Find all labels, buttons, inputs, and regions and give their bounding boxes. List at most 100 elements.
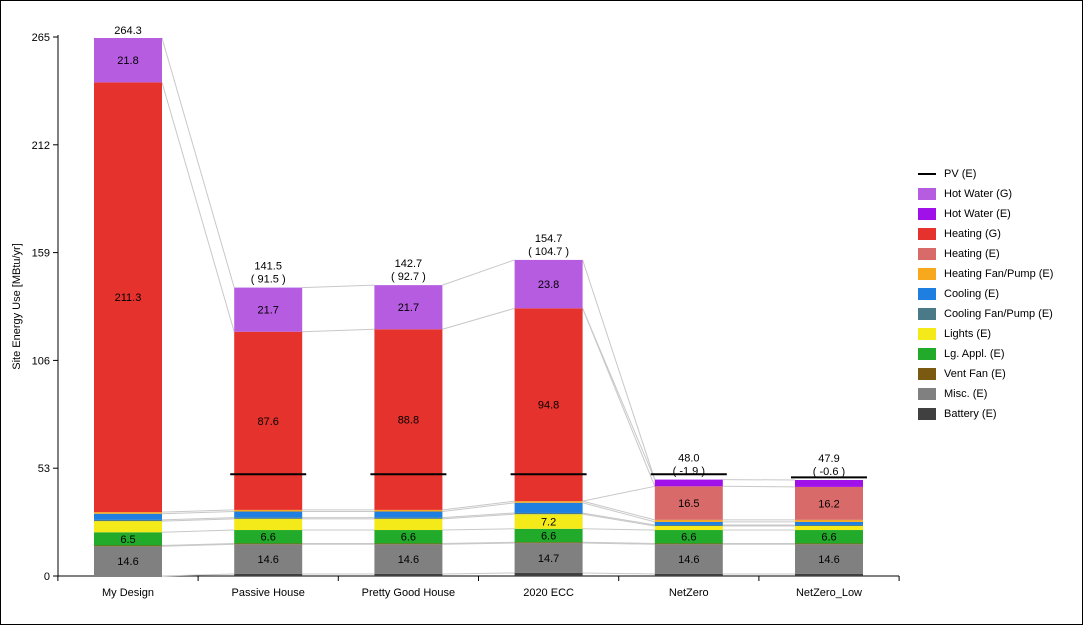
connector-line — [442, 307, 515, 330]
bar-segment — [94, 513, 162, 520]
bar-segment — [374, 511, 443, 518]
bar-segment — [94, 519, 162, 522]
connector-line — [161, 542, 235, 546]
segment-value-label: 21.7 — [257, 305, 278, 317]
segment-value-label: 16.2 — [818, 498, 839, 510]
legend-item: Cooling (E) — [918, 284, 1083, 304]
y-tick-label: 159 — [32, 248, 50, 260]
bar-segment — [795, 544, 863, 574]
connector-line — [161, 529, 235, 533]
connector-line — [161, 509, 235, 513]
connector-line — [442, 572, 515, 575]
segment-value-label: 14.6 — [257, 554, 278, 566]
y-tick-label: 265 — [32, 32, 50, 44]
bar-segment — [234, 518, 303, 531]
legend-item: Hot Water (G) — [918, 184, 1083, 204]
legend-label: Vent Fan (E) — [944, 368, 1006, 380]
legend-swatch — [918, 368, 936, 380]
legend-item: Cooling Fan/Pump (E) — [918, 304, 1083, 324]
bar-segment — [654, 521, 723, 525]
bar-segment — [94, 512, 162, 514]
x-tick-label: 2020 ECC — [523, 587, 574, 599]
connector-line — [582, 512, 655, 526]
connector-line — [302, 328, 375, 333]
bar-segment — [374, 285, 443, 330]
segment-value-label: 14.6 — [117, 556, 138, 568]
net-total-label: ( 92.7 ) — [391, 271, 426, 283]
legend-swatch — [918, 268, 936, 280]
legend-item: PV (E) — [918, 164, 1083, 184]
total-label: 264.3 — [114, 25, 142, 37]
connector-lines — [161, 37, 796, 577]
bar-segment — [795, 479, 863, 487]
bar-segment — [374, 543, 443, 545]
legend-swatch — [918, 388, 936, 400]
bar-segment — [94, 546, 162, 576]
segment-value-label: 6.5 — [120, 534, 135, 546]
connector-line — [582, 485, 655, 502]
connector-line — [582, 528, 655, 531]
bar-segment — [514, 502, 583, 513]
connector-line — [582, 542, 655, 545]
segment-value-label: 6.6 — [681, 532, 696, 544]
bar-segment — [374, 518, 443, 531]
bar-segment — [374, 509, 443, 512]
connector-line — [722, 485, 796, 488]
segment-value-label: 16.5 — [678, 498, 699, 510]
connector-line — [582, 513, 655, 527]
connector-line — [582, 500, 655, 521]
segment-value-label: 14.6 — [818, 554, 839, 566]
net-total-label: ( -0.6 ) — [813, 466, 845, 478]
y-tick-label: 53 — [38, 463, 50, 475]
bar-segment — [374, 530, 443, 544]
connector-line — [161, 37, 235, 288]
connector-line — [582, 502, 655, 523]
bar-segment — [234, 573, 303, 576]
bar-segment — [654, 543, 723, 545]
x-tick-label: NetZero — [669, 587, 709, 599]
segment-value-label: 6.6 — [821, 532, 836, 544]
segment-value-label: 87.6 — [257, 416, 278, 428]
bar-segment — [514, 572, 583, 576]
segment-value-label: 14.7 — [538, 553, 559, 565]
legend-item: Lg. Appl. (E) — [918, 344, 1083, 364]
connector-line — [302, 284, 375, 289]
legend-label: Hot Water (G) — [944, 188, 1013, 200]
net-total-label: ( -1.9 ) — [673, 466, 705, 478]
legend-label: Heating Fan/Pump (E) — [944, 268, 1054, 280]
connector-line — [161, 543, 235, 547]
connector-line — [582, 308, 656, 480]
bar-segment — [374, 573, 443, 576]
segment-value-label: 88.8 — [398, 415, 419, 427]
connector-line — [442, 512, 515, 519]
bar-segment — [654, 519, 723, 522]
segment-value-label: 14.6 — [678, 554, 699, 566]
legend-label: Misc. (E) — [944, 388, 988, 400]
legend-item: Battery (E) — [918, 404, 1083, 424]
bar-segment — [94, 38, 162, 83]
legend-label: Lights (E) — [944, 328, 992, 340]
connector-line — [442, 528, 515, 531]
legend-label: Heating (E) — [944, 248, 1000, 260]
legend-label: Hot Water (E) — [944, 208, 1011, 220]
bar-segment — [234, 544, 303, 574]
bar-segment — [94, 82, 162, 513]
segment-value-label: 6.6 — [541, 531, 556, 543]
bar-segment — [374, 544, 443, 574]
bar-segment — [795, 486, 863, 520]
bar-segment — [654, 525, 723, 531]
segment-value-label: 21.8 — [117, 55, 138, 67]
legend-item: Heating (E) — [918, 244, 1083, 264]
x-tick-label: NetZero_Low — [796, 587, 862, 599]
y-axis-title: Site Energy Use [MBtu/yr] — [11, 243, 23, 370]
bar-segment — [514, 308, 583, 502]
segment-value-label: 7.2 — [541, 516, 556, 528]
legend-swatch — [918, 328, 936, 340]
bar-segment — [654, 479, 723, 487]
legend-item: Misc. (E) — [918, 384, 1083, 404]
x-tick-label: My Design — [102, 587, 154, 599]
bar-segment — [795, 519, 863, 522]
bar-segment — [514, 512, 583, 515]
bar-segment — [795, 543, 863, 545]
